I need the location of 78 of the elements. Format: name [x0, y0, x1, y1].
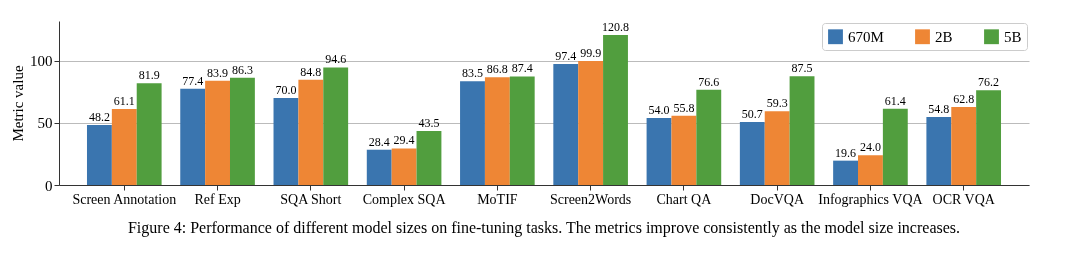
- data-label: 83.5: [461, 66, 483, 81]
- x-tick-label: Complex SQA: [362, 191, 447, 207]
- bar: [739, 122, 765, 185]
- bar: [86, 125, 112, 185]
- data-label: 81.9: [138, 68, 160, 83]
- data-label: 24.0: [859, 140, 881, 155]
- bar: [298, 79, 324, 185]
- legend-label: 670M: [848, 28, 884, 45]
- x-tick-label: Screen Annotation: [72, 191, 177, 207]
- x-tick-label: MoTIF: [477, 191, 518, 207]
- bar: [391, 148, 417, 185]
- bar: [553, 63, 579, 185]
- data-label: 43.5: [418, 115, 440, 130]
- data-label: 54.0: [648, 102, 670, 117]
- data-label: 28.4: [368, 134, 390, 149]
- bar: [976, 90, 1002, 185]
- data-label: 99.9: [580, 45, 602, 60]
- legend-label: 2B: [935, 28, 953, 45]
- data-label: 94.6: [325, 52, 347, 67]
- data-label: 55.8: [673, 100, 695, 115]
- data-label: 76.6: [698, 74, 720, 89]
- x-tick-label: DocVQA: [750, 191, 805, 207]
- bar: [484, 77, 510, 185]
- data-label: 19.6: [835, 145, 857, 160]
- y-axis-title: Metric value: [10, 65, 26, 142]
- bar: [460, 81, 485, 185]
- data-label: 76.2: [978, 75, 1000, 90]
- bar: [229, 77, 255, 185]
- bar: [416, 130, 442, 185]
- data-label: 77.4: [182, 73, 204, 88]
- x-tick-label: Ref Exp: [194, 191, 241, 207]
- bar: [136, 83, 162, 185]
- data-label: 120.8: [602, 19, 630, 34]
- data-label: 87.5: [791, 61, 813, 76]
- x-tick-label: OCR VQA: [932, 191, 996, 207]
- data-label: 54.8: [928, 101, 950, 116]
- bar: [926, 116, 952, 185]
- bar: [205, 80, 230, 185]
- bar: [366, 149, 392, 185]
- bar: [696, 89, 722, 185]
- data-label: 61.4: [884, 93, 906, 108]
- bar: [578, 60, 604, 185]
- bar: [180, 88, 206, 185]
- bar: [858, 155, 883, 185]
- data-label: 50.7: [741, 107, 763, 122]
- bar: [323, 67, 349, 185]
- x-tick-label: Infographics VQA: [818, 191, 924, 207]
- x-tick-label: Screen2Words: [549, 191, 632, 207]
- y-tick-label: 50: [37, 115, 53, 132]
- bar: [764, 111, 790, 185]
- data-label: 70.0: [275, 83, 297, 98]
- legend-label: 5B: [1004, 28, 1022, 45]
- bar: [509, 76, 535, 185]
- bar: [882, 108, 908, 185]
- data-label: 61.1: [113, 94, 135, 109]
- x-tick-label: Chart QA: [656, 191, 713, 207]
- bar: [646, 117, 672, 185]
- data-label: 87.4: [511, 61, 533, 76]
- data-label: 86.3: [231, 62, 253, 77]
- bar: [833, 160, 859, 185]
- data-label: 29.4: [393, 133, 415, 148]
- bar: [951, 106, 977, 185]
- data-label: 62.8: [953, 91, 975, 106]
- y-tick-label: 0: [45, 177, 53, 194]
- bar: [111, 109, 137, 185]
- bar: [273, 98, 299, 185]
- data-label: 86.8: [486, 62, 508, 77]
- data-label: 97.4: [555, 48, 577, 63]
- bar: [671, 115, 697, 185]
- caption: Figure 4: Performance of different model sizes on fine-tuning tasks. The metrics improve consistently as the model size increases.: [127, 219, 961, 237]
- data-label: 48.2: [88, 110, 110, 125]
- data-label: 83.9: [207, 65, 229, 80]
- bar: [603, 34, 628, 185]
- data-label: 59.3: [766, 96, 788, 111]
- data-label: 84.8: [300, 64, 322, 79]
- bar: [789, 76, 815, 185]
- x-tick-label: SQA Short: [280, 191, 342, 207]
- y-tick-label: 100: [30, 53, 53, 70]
